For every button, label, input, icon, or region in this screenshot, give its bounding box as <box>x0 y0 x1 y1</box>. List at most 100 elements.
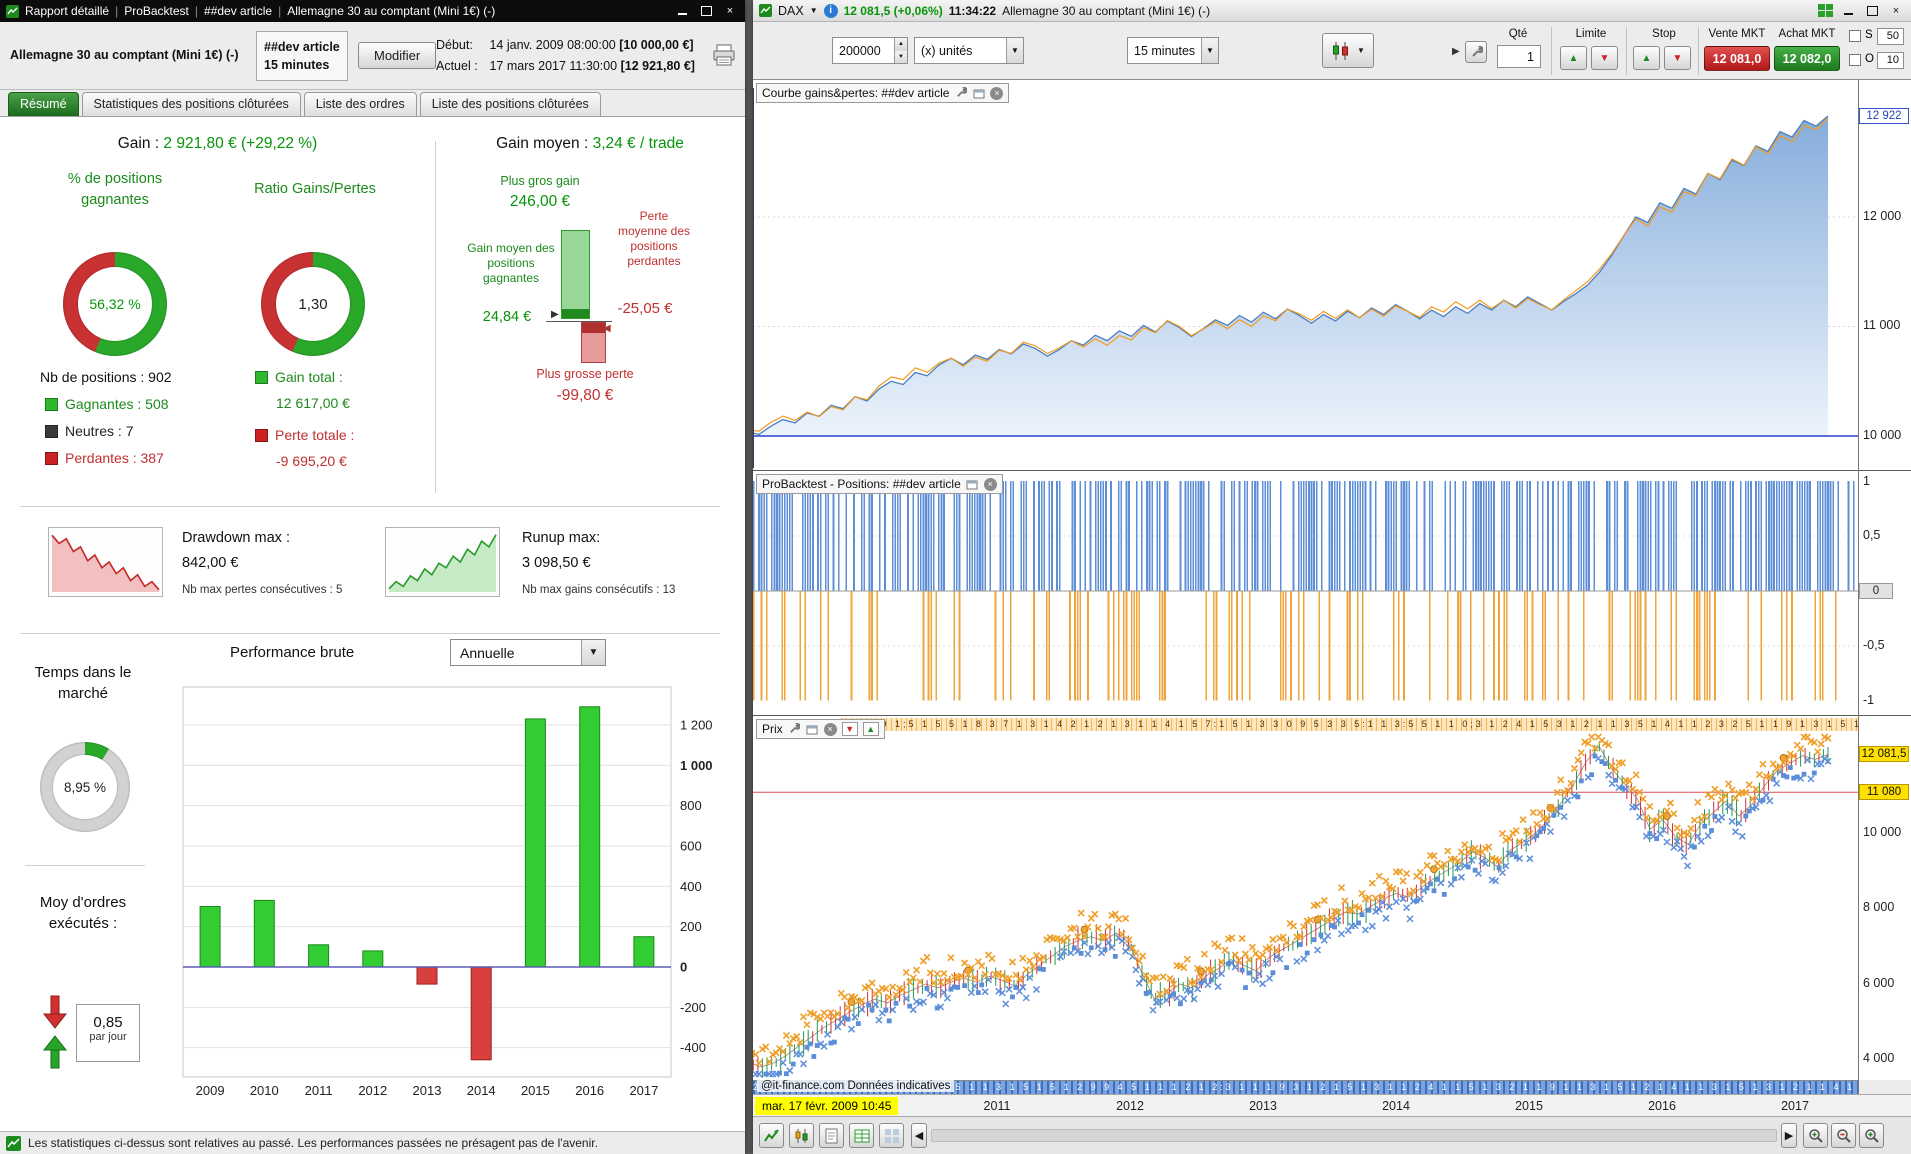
buy-market-button[interactable]: 12 082,0 <box>1774 46 1840 71</box>
symbol-selector[interactable]: DAX <box>778 3 804 18</box>
close-pane-icon[interactable]: × <box>983 477 997 491</box>
period-selector[interactable]: Annuelle ▼ <box>450 639 606 666</box>
scroll-right-button[interactable]: ▶ <box>1781 1123 1797 1148</box>
perte-moyenne-label: Perte moyenne des positions perdantes <box>617 209 691 268</box>
print-button[interactable] <box>708 38 740 72</box>
sell-limit-button[interactable]: ▼ <box>1591 46 1618 70</box>
info-icon[interactable]: i <box>823 3 838 18</box>
zoom-select-button[interactable] <box>1803 1123 1828 1148</box>
units-dropdown[interactable]: (x) unités ▼ <box>914 37 1024 64</box>
svg-text:2011: 2011 <box>305 1083 333 1098</box>
wrench-icon[interactable] <box>954 87 967 100</box>
year-label: 2016 <box>1648 1099 1676 1113</box>
stop-distance-value[interactable]: 50 <box>1877 28 1904 45</box>
objective-checkbox[interactable] <box>1849 54 1861 66</box>
sell-marker-icon[interactable]: ▼ <box>841 722 858 736</box>
year-label: 2012 <box>1116 1099 1144 1113</box>
tile-windows-icon[interactable] <box>1818 4 1833 17</box>
cursor-date-label: mar. 17 févr. 2009 10:45 <box>755 1097 899 1115</box>
export-button[interactable] <box>819 1123 844 1148</box>
equity-pane: Courbe gains&pertes: ##dev article × 12 … <box>753 80 1911 470</box>
chevron-down-icon[interactable]: ▼ <box>809 6 818 15</box>
tab-liste-ordres[interactable]: Liste des ordres <box>303 92 417 116</box>
stop-checkbox[interactable] <box>1849 30 1861 42</box>
sell-market-button[interactable]: 12 081,0 <box>1704 46 1770 71</box>
modify-button[interactable]: Modifier <box>358 42 437 69</box>
maximize-button[interactable] <box>697 4 715 19</box>
spinner-arrows[interactable]: ▲ ▼ <box>894 38 907 63</box>
quantity-stepper[interactable]: 200000 ▲ ▼ <box>832 37 908 64</box>
wrench-icon[interactable] <box>788 723 801 736</box>
printer-icon <box>713 44 735 66</box>
close-button[interactable]: × <box>726 5 734 17</box>
orders-per-day-box: 0,85 par jour <box>76 1004 140 1062</box>
titlebar-segment: Allemagne 30 au comptant (Mini 1€) (-) <box>287 4 496 18</box>
sell-stop-button[interactable]: ▼ <box>1664 46 1691 70</box>
price-chart[interactable] <box>753 716 1858 1080</box>
ratio-donut: 1,30 <box>261 252 365 356</box>
gain-label: Gain : <box>117 135 160 152</box>
maximize-button[interactable] <box>1863 3 1881 18</box>
minimize-button[interactable] <box>1839 3 1857 18</box>
scroll-left-button[interactable]: ◀ <box>911 1123 927 1148</box>
time-axis[interactable]: mar. 17 févr. 2009 10:45 2011 2012 2013 … <box>753 1094 1911 1116</box>
sell-mkt-header: Vente MKT <box>1708 28 1766 40</box>
equity-chart[interactable] <box>753 80 1858 470</box>
current-capital: [12 921,80 €] <box>620 59 695 73</box>
gain-headline: Gain : 2 921,80 € (+29,22 %) <box>0 135 435 153</box>
stop-header: Stop <box>1652 28 1676 40</box>
order-settings-button[interactable] <box>1465 41 1487 63</box>
magnifier-plus-icon <box>1864 1128 1879 1143</box>
tab-liste-positions[interactable]: Liste des positions clôturées <box>419 92 601 116</box>
buy-marker-icon[interactable]: ▲ <box>862 722 879 736</box>
annual-performance-chart[interactable]: -400 -200 0 200 400 600 800 1 000 1 200 2009 2010 2… <box>160 675 745 1107</box>
chevron-down-icon: ▼ <box>1006 38 1023 63</box>
timeframe-dropdown[interactable]: 15 minutes ▼ <box>1127 37 1219 64</box>
legend-neutres: Neutres : 7 <box>45 423 133 439</box>
close-pane-icon[interactable]: × <box>990 86 1004 100</box>
horizontal-scrollbar[interactable] <box>931 1129 1777 1142</box>
svg-text:1 000: 1 000 <box>680 758 713 773</box>
backtest-button[interactable] <box>759 1123 784 1148</box>
runup-label: Runup max: <box>522 530 601 546</box>
gain-moyen-headline: Gain moyen : 3,24 € / trade <box>440 135 740 153</box>
chart-icon <box>759 4 772 17</box>
buy-stop-button[interactable]: ▲ <box>1633 46 1660 70</box>
list-button[interactable] <box>849 1123 874 1148</box>
svg-text:2016: 2016 <box>575 1083 604 1098</box>
price-pane-title: Prix <box>762 722 783 736</box>
objective-distance-value[interactable]: 10 <box>1877 52 1904 69</box>
indicators-button[interactable] <box>789 1123 814 1148</box>
year-label: 2015 <box>1515 1099 1543 1113</box>
buy-limit-button[interactable]: ▲ <box>1560 46 1587 70</box>
collapse-arrow-icon[interactable]: ▶ <box>1452 46 1460 57</box>
green-square-icon <box>45 398 58 411</box>
svg-text:2010: 2010 <box>250 1083 279 1098</box>
grid-button[interactable] <box>879 1123 904 1148</box>
report-titlebar: Rapport détaillé | ProBacktest | ##dev art… <box>0 0 745 22</box>
tab-resume[interactable]: Résumé <box>8 92 79 116</box>
popout-icon[interactable] <box>806 723 819 736</box>
equity-last-value: 12 922 <box>1859 108 1909 124</box>
volume-strip: 2 5:3 1 1;2 1 3 1;4 1 4 1 5 3 5 1 1 3 1 … <box>753 1080 1858 1094</box>
close-button[interactable]: × <box>1892 4 1900 17</box>
tab-statistiques[interactable]: Statistiques des positions clôturées <box>81 92 301 116</box>
popout-icon[interactable] <box>966 478 979 491</box>
positions-chart[interactable] <box>753 471 1858 715</box>
perte-totale: Perte totale : <box>255 427 354 443</box>
orders-per-day-value: 0,85 <box>93 1014 123 1031</box>
popout-icon[interactable] <box>972 87 985 100</box>
svg-text:2013: 2013 <box>413 1083 442 1098</box>
minimize-button[interactable] <box>673 4 691 19</box>
chart-icon <box>6 1135 21 1151</box>
zoom-in-button[interactable] <box>1859 1123 1884 1148</box>
strategy-name: ##dev article <box>264 40 340 54</box>
zoom-out-button[interactable] <box>1831 1123 1856 1148</box>
red-square-icon <box>45 452 58 465</box>
close-pane-icon[interactable]: × <box>823 722 837 736</box>
chart-style-button[interactable]: ▼ <box>1322 33 1374 68</box>
order-qty-input[interactable]: 1 <box>1497 45 1541 68</box>
chevron-down-icon: ▼ <box>1201 38 1218 63</box>
report-statusbar: Les statistiques ci-dessus sont relative… <box>0 1131 745 1154</box>
